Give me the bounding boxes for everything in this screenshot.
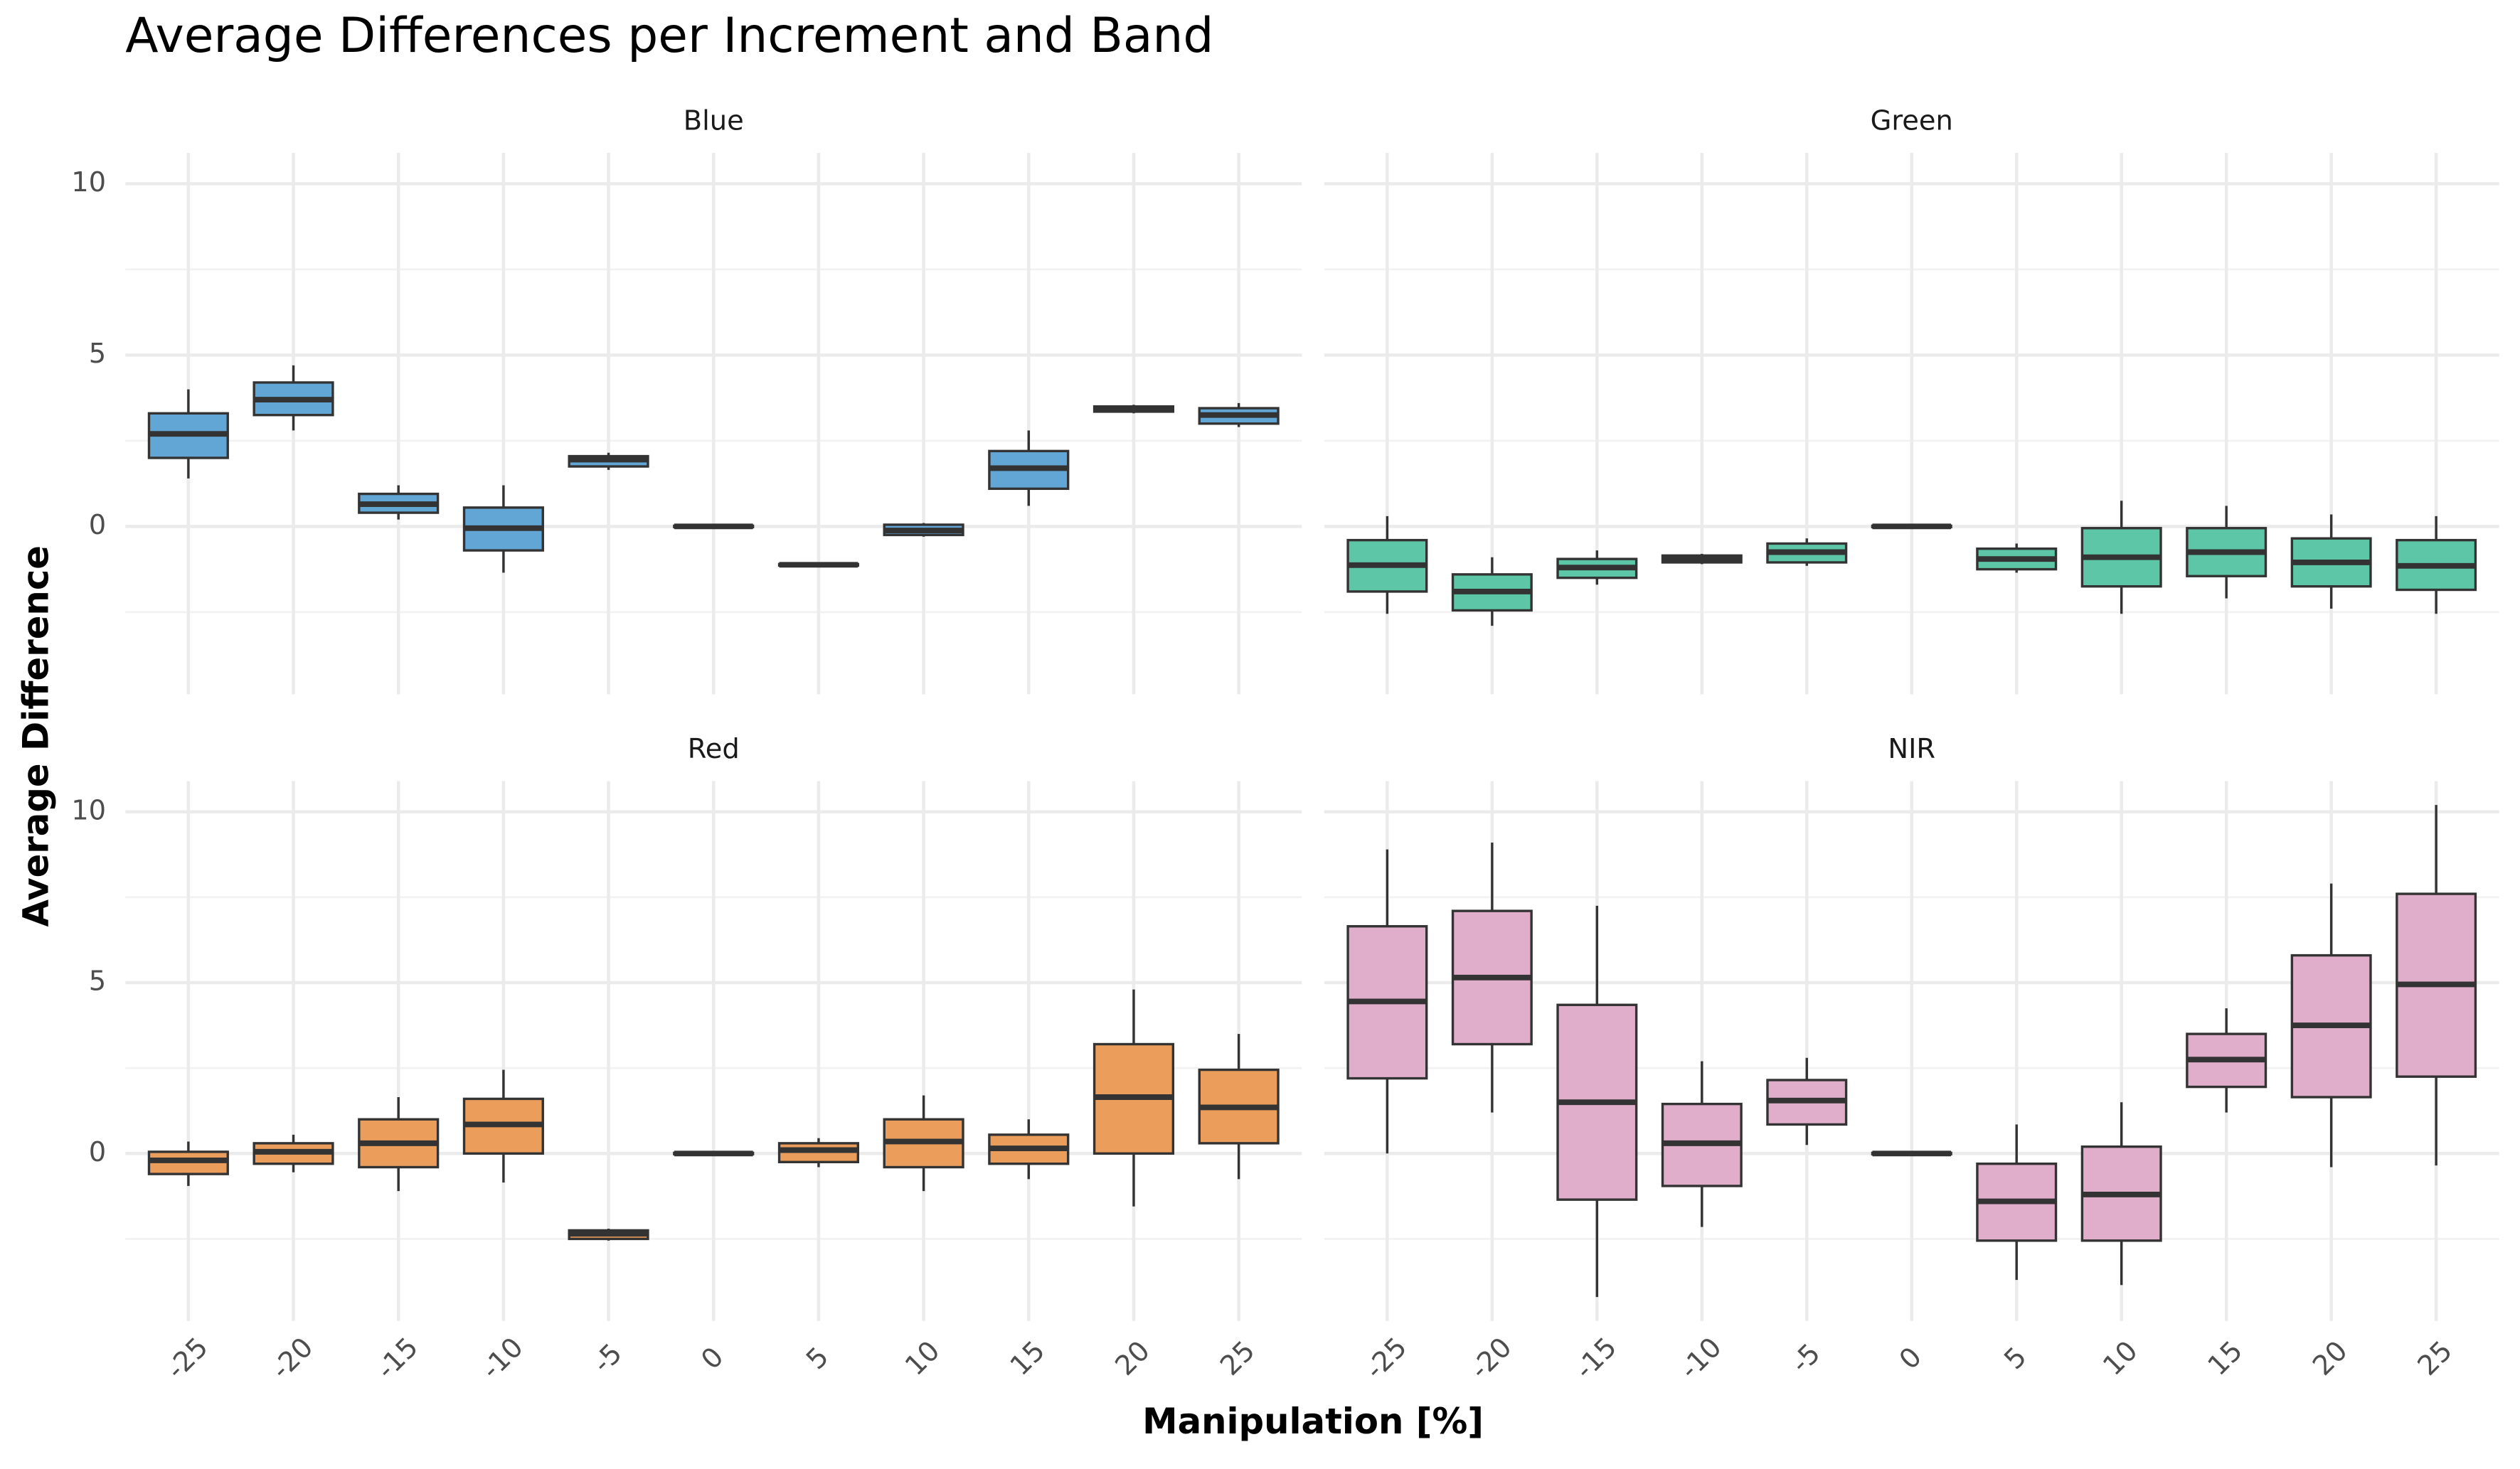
- x-tick-label: 0: [1893, 1341, 1928, 1376]
- y-axis-title: Average Difference: [16, 545, 57, 926]
- x-tick-label: -25: [1359, 1331, 1413, 1385]
- x-tick-label: -20: [1464, 1331, 1518, 1385]
- facet-title: Green: [1871, 105, 1953, 137]
- facet-title: Red: [688, 733, 740, 765]
- facet-title: NIR: [1888, 733, 1935, 765]
- x-tick-label: 15: [1004, 1335, 1051, 1382]
- x-axis-title: Manipulation [%]: [1142, 1401, 1484, 1442]
- y-tick-label: 10: [71, 794, 106, 826]
- x-tick-label: -5: [587, 1337, 629, 1379]
- y-tick-label: 10: [71, 166, 106, 198]
- chart-title: Average Differences per Increment and Ba…: [125, 7, 1213, 63]
- x-tick-label: 15: [2202, 1335, 2249, 1382]
- facet-title: Blue: [684, 105, 744, 137]
- x-tick-label: -5: [1785, 1337, 1827, 1379]
- x-tick-label: -10: [1674, 1331, 1728, 1385]
- y-tick-label: 5: [89, 338, 106, 370]
- x-tick-label: -15: [1569, 1331, 1623, 1385]
- x-tick-label: 20: [2307, 1335, 2354, 1382]
- x-tick-label: 0: [695, 1341, 730, 1376]
- x-tick-label: 25: [2412, 1335, 2459, 1382]
- x-tick-label: 5: [1998, 1341, 2033, 1376]
- y-tick-label: 0: [89, 1136, 106, 1168]
- x-tick-label: -15: [371, 1331, 425, 1385]
- x-tick-label: -25: [160, 1331, 214, 1385]
- x-tick-label: 10: [899, 1335, 946, 1382]
- x-tick-label: -20: [265, 1331, 319, 1385]
- x-tick-label: -10: [475, 1331, 529, 1385]
- x-tick-label: 25: [1214, 1335, 1261, 1382]
- y-tick-label: 0: [89, 509, 106, 541]
- x-tick-label: 5: [800, 1341, 835, 1376]
- x-tick-label: 20: [1109, 1335, 1156, 1382]
- x-tick-label: 10: [2097, 1335, 2144, 1382]
- y-tick-label: 5: [89, 966, 106, 998]
